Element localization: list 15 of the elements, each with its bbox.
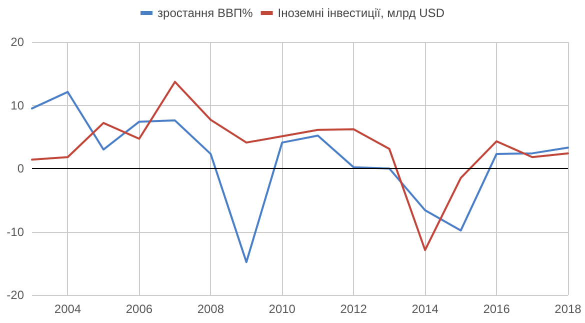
x-tick-label: 2016 xyxy=(483,302,510,316)
x-tick-label: 2008 xyxy=(197,302,224,316)
y-tick-label: -20 xyxy=(6,288,24,302)
y-tick-label: 20 xyxy=(10,35,24,49)
x-tick-label: 2018 xyxy=(554,302,582,316)
y-tick-label: 0 xyxy=(17,162,24,176)
legend-label: Іноземні інвестиції, млрд USD xyxy=(278,6,445,20)
x-tick-label: 2004 xyxy=(54,302,82,316)
x-tick-label: 2014 xyxy=(412,302,439,316)
legend-label: зростання ВВП% xyxy=(158,6,254,20)
y-tick-label: -10 xyxy=(6,224,24,239)
x-tick-label: 2010 xyxy=(268,302,296,316)
y-tick-label: 10 xyxy=(10,98,24,112)
x-tick-label: 2012 xyxy=(340,302,368,316)
x-tick-label: 2006 xyxy=(126,302,153,316)
